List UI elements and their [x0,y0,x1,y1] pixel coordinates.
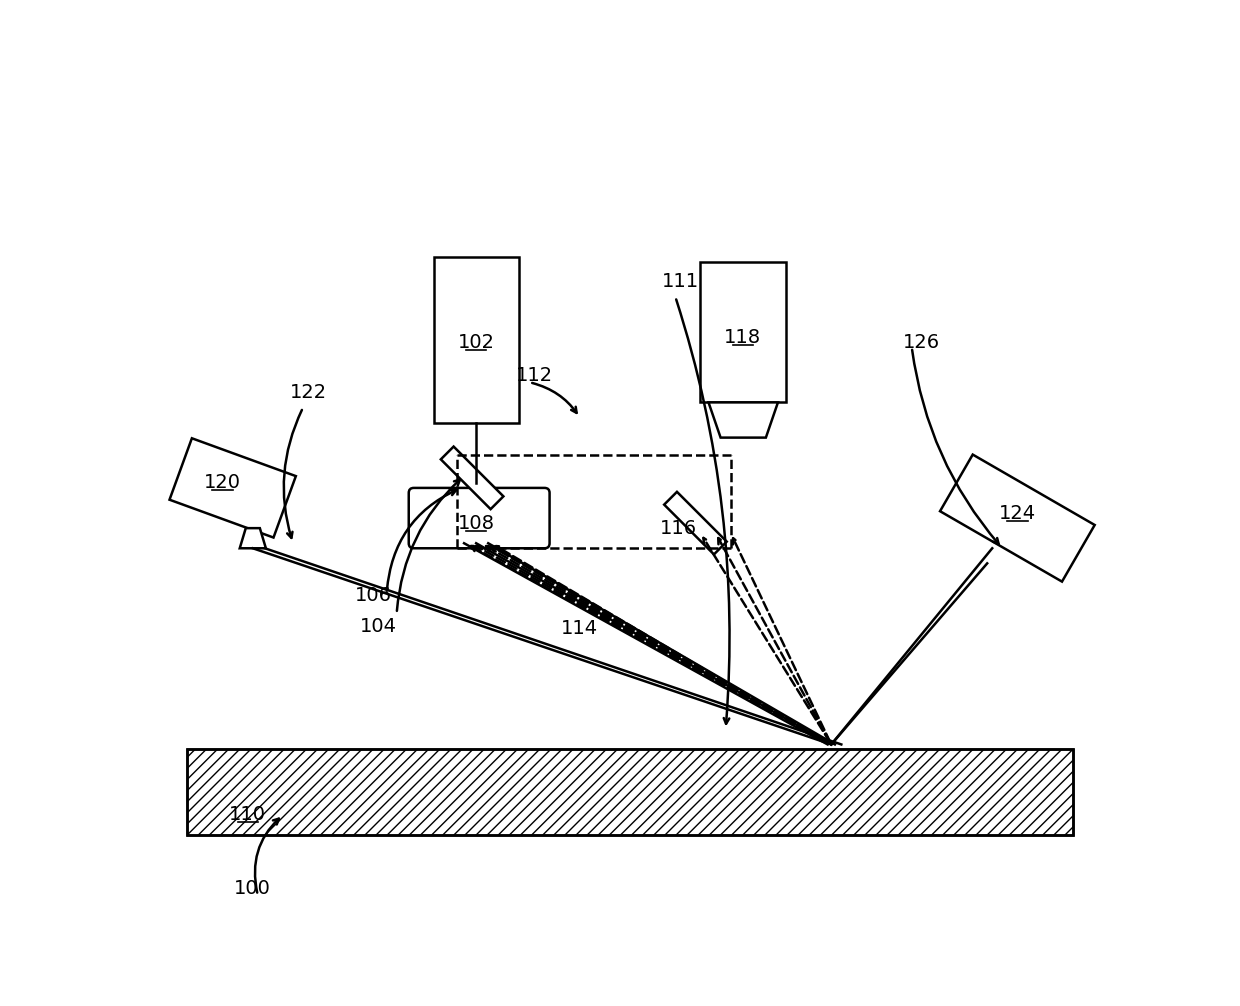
Polygon shape [170,439,296,537]
Text: 112: 112 [516,366,553,384]
Bar [434,257,520,423]
Bar [187,749,1073,835]
Bar [701,262,786,402]
Text: 111: 111 [662,273,699,291]
Text: 116: 116 [660,519,697,537]
Text: 110: 110 [229,806,267,824]
Text: 114: 114 [562,620,599,638]
Text: 118: 118 [724,328,761,346]
Text: 108: 108 [458,514,495,532]
Text: 104: 104 [360,618,397,636]
Text: 106: 106 [355,586,392,605]
Text: 122: 122 [290,383,326,401]
FancyBboxPatch shape [409,488,549,548]
Polygon shape [665,492,727,554]
Text: 100: 100 [234,879,272,897]
Polygon shape [940,455,1095,581]
Polygon shape [708,402,777,438]
Bar [187,749,1073,835]
Text: 126: 126 [903,333,940,351]
Text: 124: 124 [998,504,1035,522]
Text: 120: 120 [205,474,241,492]
Polygon shape [440,447,503,509]
Polygon shape [239,528,265,548]
Text: 102: 102 [458,333,495,351]
